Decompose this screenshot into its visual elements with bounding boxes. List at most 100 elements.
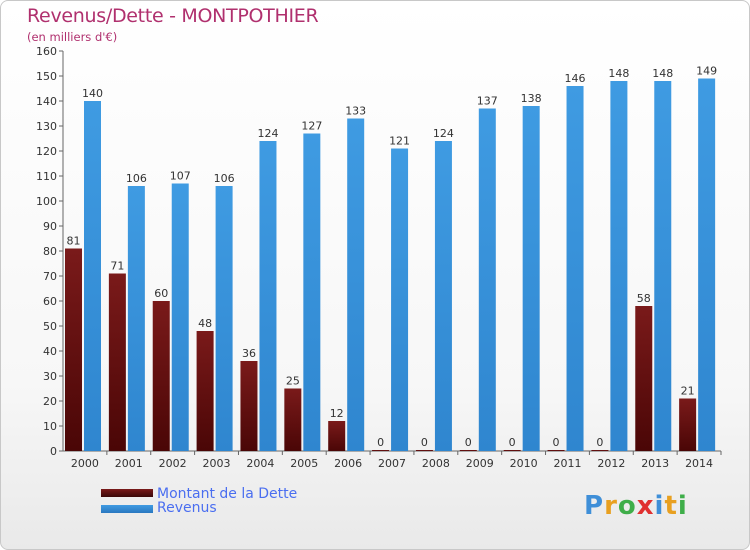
y-tick-label: 0 bbox=[50, 445, 57, 458]
bar-revenue bbox=[303, 133, 321, 451]
y-tick-label: 30 bbox=[43, 370, 57, 383]
data-label-revenue: 137 bbox=[477, 95, 498, 108]
x-tick-label: 2009 bbox=[466, 457, 494, 470]
legend-label-revenue: Revenus bbox=[157, 500, 217, 516]
legend-swatch-revenue bbox=[101, 505, 153, 513]
bar-debt bbox=[635, 306, 653, 451]
bar-revenue bbox=[566, 86, 584, 451]
data-label-debt: 0 bbox=[421, 436, 428, 449]
data-label-revenue: 148 bbox=[608, 67, 629, 80]
bar-revenue bbox=[215, 186, 233, 451]
logo-letter: x bbox=[636, 491, 655, 521]
x-tick-label: 2005 bbox=[290, 457, 318, 470]
y-tick-label: 100 bbox=[36, 195, 57, 208]
logo-letter: i bbox=[677, 491, 688, 521]
data-label-revenue: 146 bbox=[565, 72, 586, 85]
data-label-debt: 0 bbox=[553, 436, 560, 449]
x-tick-label: 2012 bbox=[597, 457, 625, 470]
data-label-debt: 0 bbox=[377, 436, 384, 449]
data-label-revenue: 148 bbox=[652, 67, 673, 80]
y-tick-label: 70 bbox=[43, 270, 57, 283]
legend-swatch-debt bbox=[101, 489, 153, 497]
chart-subtitle: (en milliers d'€) bbox=[27, 30, 118, 44]
logo-letter: r bbox=[604, 491, 618, 521]
y-tick-label: 50 bbox=[43, 320, 57, 333]
y-tick-label: 140 bbox=[36, 95, 57, 108]
x-tick-label: 2001 bbox=[115, 457, 143, 470]
bar-debt bbox=[591, 450, 609, 451]
logo-letter: i bbox=[654, 491, 665, 521]
bar-debt bbox=[284, 388, 302, 451]
data-label-debt: 48 bbox=[198, 317, 212, 330]
x-tick-label: 2004 bbox=[246, 457, 274, 470]
data-label-revenue: 106 bbox=[126, 172, 147, 185]
bar-revenue bbox=[654, 81, 672, 451]
bar-debt bbox=[65, 248, 82, 451]
bar-revenue bbox=[478, 108, 496, 451]
proxiti-logo: Proxiti bbox=[584, 491, 688, 521]
bar-revenue bbox=[84, 101, 101, 451]
bar-debt bbox=[196, 331, 214, 451]
x-tick-label: 2002 bbox=[159, 457, 187, 470]
bar-debt bbox=[108, 273, 126, 451]
bar-debt bbox=[152, 301, 170, 451]
data-label-debt: 71 bbox=[110, 260, 124, 273]
bar-revenue bbox=[522, 106, 540, 451]
bar-revenue bbox=[347, 118, 365, 451]
bar-debt bbox=[240, 361, 258, 451]
bar-debt bbox=[328, 421, 346, 451]
bar-revenue bbox=[698, 78, 716, 451]
data-label-debt: 36 bbox=[242, 347, 256, 360]
y-tick-label: 130 bbox=[36, 120, 57, 133]
data-label-revenue: 133 bbox=[345, 105, 366, 118]
logo-letter: t bbox=[664, 491, 678, 521]
bar-debt bbox=[503, 450, 521, 451]
data-label-revenue: 149 bbox=[696, 65, 717, 78]
bar-debt bbox=[372, 450, 390, 451]
data-label-debt: 0 bbox=[596, 436, 603, 449]
y-tick-label: 110 bbox=[36, 170, 57, 183]
bar-revenue bbox=[391, 148, 409, 451]
bar-revenue bbox=[171, 183, 189, 451]
bar-revenue bbox=[610, 81, 628, 451]
chart-title: Revenus/Dette - MONTPOTHIER bbox=[27, 5, 319, 27]
data-label-debt: 25 bbox=[286, 375, 300, 388]
y-tick-label: 90 bbox=[43, 220, 57, 233]
data-label-revenue: 121 bbox=[389, 135, 410, 148]
y-tick-label: 20 bbox=[43, 395, 57, 408]
bar-revenue bbox=[127, 186, 145, 451]
bar-revenue bbox=[434, 141, 452, 451]
x-tick-label: 2000 bbox=[71, 457, 99, 470]
x-tick-label: 2013 bbox=[641, 457, 669, 470]
data-label-revenue: 140 bbox=[82, 87, 103, 100]
data-label-debt: 58 bbox=[637, 292, 651, 305]
x-tick-label: 2006 bbox=[334, 457, 362, 470]
data-label-revenue: 107 bbox=[170, 170, 191, 183]
y-tick-label: 150 bbox=[36, 70, 57, 83]
x-tick-label: 2008 bbox=[422, 457, 450, 470]
x-tick-label: 2010 bbox=[510, 457, 538, 470]
data-label-revenue: 106 bbox=[214, 172, 235, 185]
data-label-debt: 0 bbox=[465, 436, 472, 449]
y-tick-label: 40 bbox=[43, 345, 57, 358]
y-tick-label: 10 bbox=[43, 420, 57, 433]
bar-revenue bbox=[259, 141, 277, 451]
data-label-debt: 12 bbox=[330, 407, 344, 420]
data-label-revenue: 138 bbox=[521, 92, 542, 105]
bar-debt bbox=[415, 450, 433, 451]
y-tick-label: 120 bbox=[36, 145, 57, 158]
data-label-debt: 81 bbox=[67, 235, 81, 248]
y-tick-label: 80 bbox=[43, 245, 57, 258]
legend-label-debt: Montant de la Dette bbox=[157, 486, 298, 502]
x-tick-label: 2007 bbox=[378, 457, 406, 470]
logo-letter: P bbox=[584, 491, 605, 521]
bar-debt bbox=[459, 450, 477, 451]
data-label-revenue: 124 bbox=[257, 127, 278, 140]
logo-letter: o bbox=[617, 491, 637, 521]
y-tick-label: 160 bbox=[36, 45, 57, 58]
x-tick-label: 2011 bbox=[553, 457, 581, 470]
bar-debt bbox=[547, 450, 565, 451]
data-label-debt: 60 bbox=[154, 287, 168, 300]
